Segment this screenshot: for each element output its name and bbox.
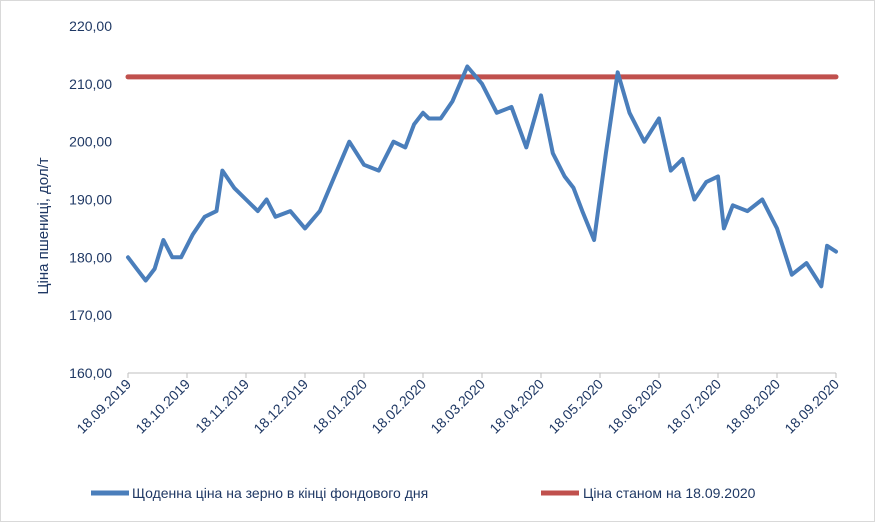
x-tick-label: 18.12.2019	[250, 376, 311, 437]
series-line-daily	[126, 64, 838, 289]
y-tick-label: 160,00	[69, 365, 112, 381]
legend: Щоденна ціна на зерно в кінці фондового …	[91, 485, 756, 501]
x-tick-label: 18.02.2020	[368, 376, 429, 437]
y-tick-label: 170,00	[69, 307, 112, 323]
y-tick-label: 220,00	[69, 18, 112, 34]
x-tick-labels: 18.09.201918.10.201918.11.201918.12.2019…	[73, 373, 842, 437]
x-tick-label: 18.07.2020	[663, 376, 724, 437]
x-tick-label: 18.06.2020	[604, 376, 665, 437]
y-tick-labels: 160,00 170,00 180,00 190,00 200,00 210,00 220,…	[69, 18, 112, 381]
y-tick-label: 200,00	[69, 134, 112, 150]
legend-label-reference: Ціна станом на 18.09.2020	[583, 485, 756, 501]
series-group	[125, 64, 839, 289]
y-axis-label: Ціна пшениці, дол/т	[35, 157, 52, 294]
y-tick-label: 210,00	[69, 76, 112, 92]
x-tick-label: 18.11.2019	[192, 376, 252, 436]
legend-label-daily: Щоденна ціна на зерно в кінці фондового …	[132, 485, 428, 501]
x-tick-label: 18.03.2020	[427, 376, 488, 437]
x-tick-label: 18.09.2019	[73, 376, 134, 437]
x-tick-label: 18.09.2020	[781, 376, 842, 437]
y-tick-label: 190,00	[69, 192, 112, 208]
y-tick-label: 180,00	[69, 249, 112, 265]
x-tick-label: 18.08.2020	[722, 376, 783, 437]
x-tick-label: 18.04.2020	[486, 376, 547, 437]
x-tick-label: 18.01.2020	[309, 376, 370, 437]
x-tick-label: 18.10.2019	[132, 376, 193, 437]
x-tick-label: 18.05.2020	[545, 376, 606, 437]
